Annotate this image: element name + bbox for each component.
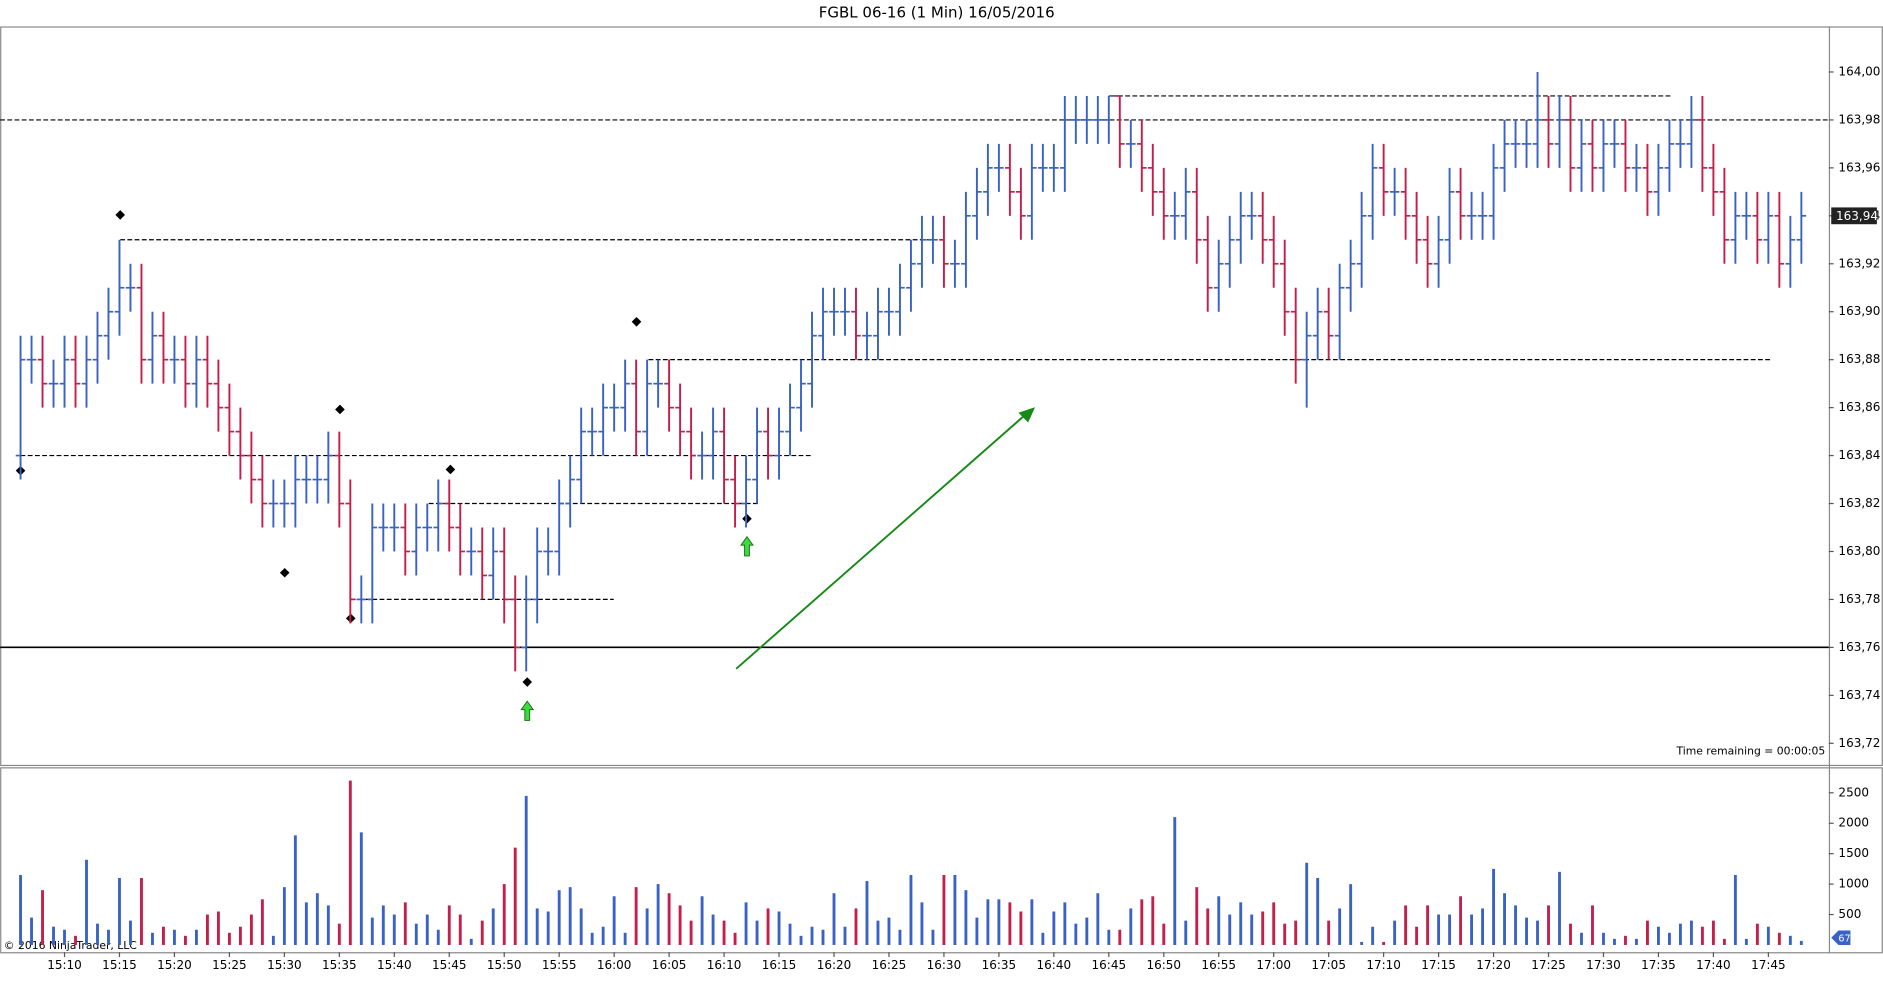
y-tick-label: 163,84 <box>1838 448 1880 462</box>
y-tick-label: 163,78 <box>1838 592 1880 606</box>
x-tick-label: 16:40 <box>1037 958 1072 972</box>
volume-tick-label: 2500 <box>1838 785 1869 799</box>
volume-tick-label: 1500 <box>1838 846 1869 860</box>
y-tick-label: 163,96 <box>1838 160 1880 174</box>
x-tick-label: 16:50 <box>1146 958 1181 972</box>
x-tick-label: 16:30 <box>927 958 962 972</box>
up-arrow <box>740 535 754 557</box>
y-tick-label: 163,98 <box>1838 112 1880 126</box>
y-tick-label: 163,80 <box>1838 544 1880 558</box>
x-tick-label: 15:35 <box>322 958 357 972</box>
x-tick-label: 16:10 <box>707 958 742 972</box>
x-tick-label: 15:55 <box>542 958 577 972</box>
x-tick-label: 15:15 <box>102 958 137 972</box>
x-tick-label: 16:25 <box>872 958 907 972</box>
x-tick-label: 16:45 <box>1092 958 1127 972</box>
x-tick-label: 16:20 <box>817 958 852 972</box>
x-tick-label: 15:20 <box>157 958 192 972</box>
x-tick-label: 15:30 <box>267 958 302 972</box>
x-tick-label: 16:00 <box>597 958 632 972</box>
x-tick-label: 16:05 <box>652 958 687 972</box>
x-tick-label: 15:10 <box>47 958 82 972</box>
volume-tick-label: 1000 <box>1838 877 1869 891</box>
trend-arrow <box>735 415 1024 670</box>
y-tick-label: 163,90 <box>1838 304 1880 318</box>
price-panel <box>0 26 1883 767</box>
trend-arrow-head <box>1018 407 1036 423</box>
up-arrow <box>520 700 535 721</box>
diamond <box>631 316 642 327</box>
current-volume-label: 67 <box>1838 933 1850 944</box>
y-tick-label: 163,72 <box>1838 736 1880 750</box>
x-tick-label: 15:50 <box>487 958 522 972</box>
x-tick-label: 17:30 <box>1586 958 1621 972</box>
y-tick-label: 163,82 <box>1838 496 1880 510</box>
x-tick-label: 16:35 <box>982 958 1017 972</box>
diamond <box>115 210 126 220</box>
x-tick-label: 17:25 <box>1531 958 1566 972</box>
x-tick-label: 17:20 <box>1476 958 1511 972</box>
x-tick-label: 16:55 <box>1201 958 1236 972</box>
volume-tick-label: 500 <box>1838 907 1861 921</box>
y-tick-label: 163,88 <box>1838 352 1880 366</box>
x-tick-label: 17:35 <box>1641 958 1676 972</box>
y-tick-label: 163,74 <box>1838 688 1880 702</box>
x-tick-label: 17:05 <box>1311 958 1346 972</box>
current-price-box <box>1831 207 1877 225</box>
time-remaining: Time remaining = 00:00:05 <box>1675 745 1825 758</box>
volume-panel <box>0 767 1883 954</box>
x-tick-label: 16:15 <box>762 958 797 972</box>
x-tick-label: 15:45 <box>432 958 467 972</box>
y-tick-label: 163,86 <box>1838 400 1880 414</box>
x-tick-label: 15:40 <box>377 958 412 972</box>
y-tick-label: 163,92 <box>1838 256 1880 270</box>
volume-tick-label: 2000 <box>1838 816 1869 830</box>
y-tick-label: 164,00 <box>1838 64 1880 78</box>
copyright: © 2016 NinjaTrader, LLC <box>4 939 137 952</box>
x-tick-label: 15:25 <box>212 958 247 972</box>
x-tick-label: 17:45 <box>1751 958 1786 972</box>
chart-title: FGBL 06-16 (1 Min) 16/05/2016 <box>819 4 1055 22</box>
current-price-label: 163,94 <box>1836 209 1878 223</box>
x-tick-label: 17:00 <box>1256 958 1291 972</box>
x-tick-label: 17:40 <box>1696 958 1731 972</box>
signal-arrows <box>520 535 754 721</box>
x-tick-label: 17:10 <box>1366 958 1401 972</box>
y-tick-label: 163,76 <box>1838 640 1880 654</box>
current-volume-box <box>1831 930 1851 945</box>
x-tick-label: 17:15 <box>1421 958 1456 972</box>
